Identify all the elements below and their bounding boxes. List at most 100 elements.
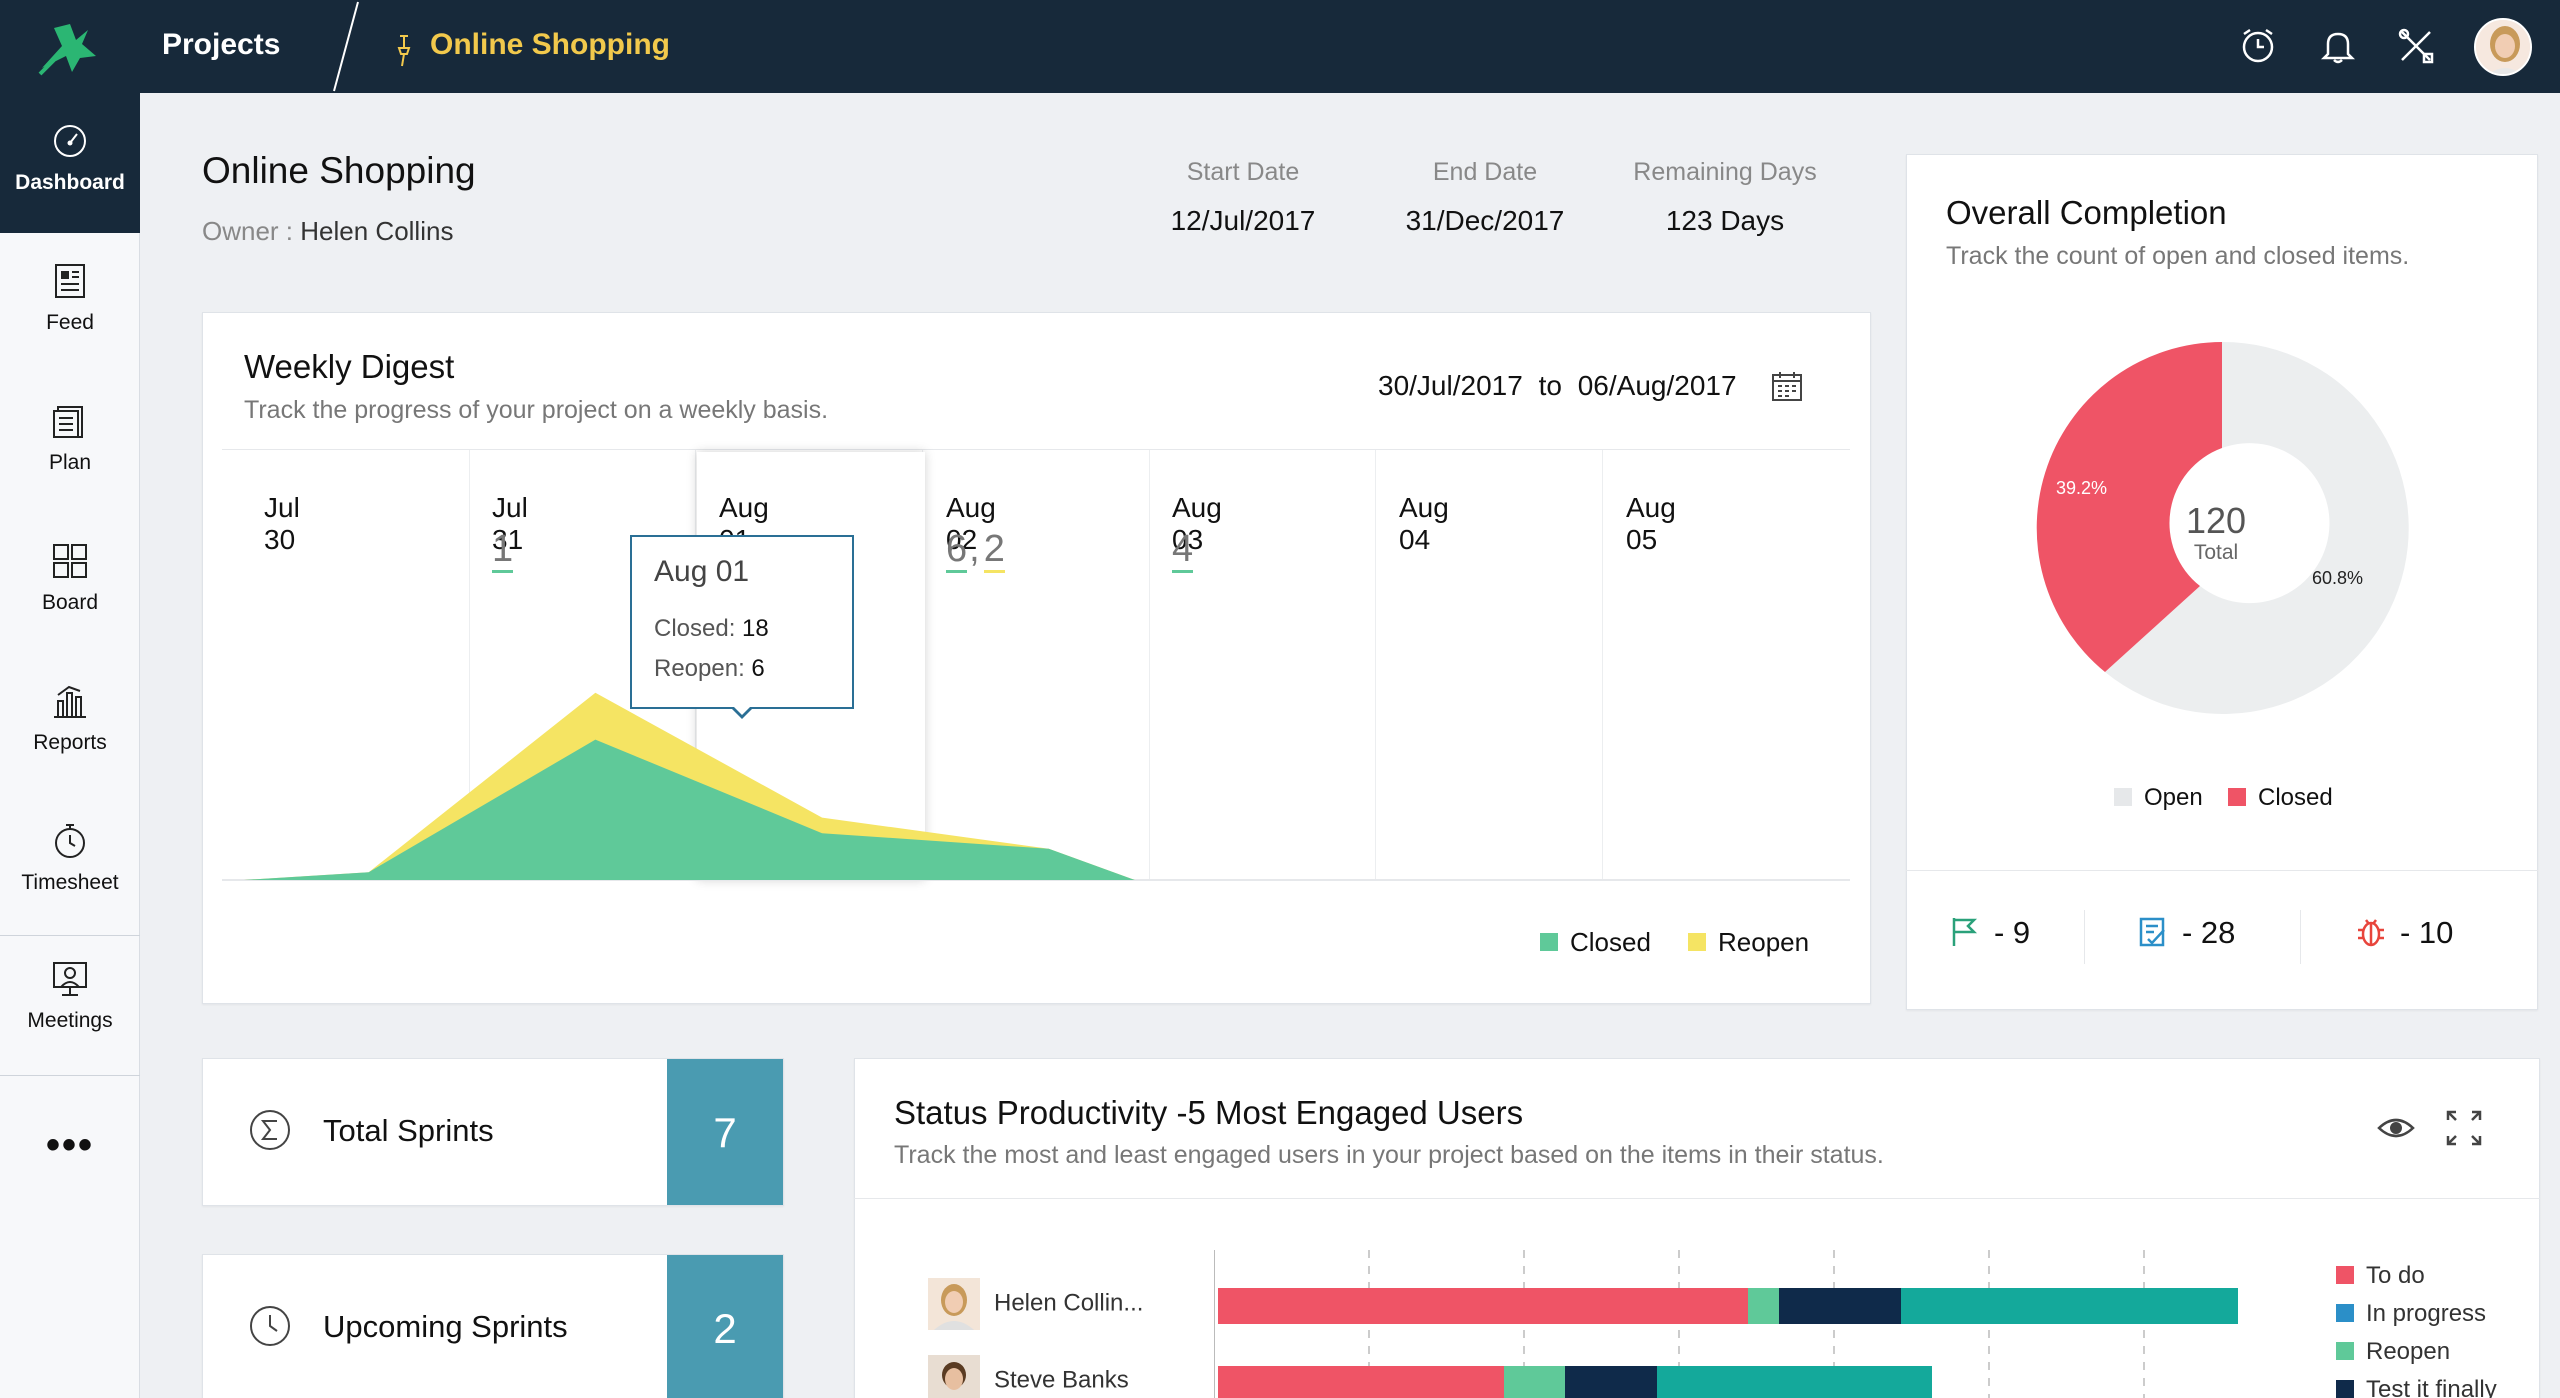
bar-segment[interactable]	[1748, 1288, 1779, 1324]
end-date-label: End Date	[1432, 158, 1538, 186]
weekly-area-chart	[222, 692, 1850, 881]
legend-label: Closed	[1570, 927, 1651, 957]
total-sprints-card[interactable]: Total Sprints 7	[202, 1058, 784, 1206]
sidebar-item-timesheet[interactable]: Timesheet	[0, 793, 140, 933]
range-end: 06/Aug/2017	[1577, 370, 1737, 401]
day-label: Aug 02	[946, 492, 996, 555]
closed-count[interactable]: 1	[492, 528, 514, 573]
open-percent: 60.8%	[2312, 568, 2364, 588]
bar-segment[interactable]	[1656, 1366, 1932, 1398]
legend-label: To do	[2366, 1262, 2425, 1289]
day-label: Aug 04	[1399, 492, 1449, 555]
day-column[interactable]	[1377, 450, 1603, 880]
divider	[222, 449, 1850, 450]
tooltip-closed: Closed: 18	[654, 615, 769, 643]
expand-icon[interactable]	[2444, 1108, 2484, 1148]
bar-segment[interactable]	[1779, 1288, 1902, 1324]
pin-icon[interactable]	[392, 32, 416, 68]
reopen-count[interactable]: 2	[983, 528, 1005, 573]
breadcrumb-divider	[333, 1, 359, 92]
closed-count[interactable]: 4	[1172, 528, 1194, 573]
upcoming-sprints-value: 2	[713, 1305, 737, 1352]
day-column[interactable]	[1150, 450, 1376, 880]
bar-segment[interactable]	[1564, 1366, 1657, 1398]
sidebar-item-dashboard[interactable]: Dashboard	[0, 93, 140, 233]
upcoming-sprints-card[interactable]: Upcoming Sprints 2	[202, 1254, 784, 1398]
legend-test-it-finally[interactable]: Test it finally	[2336, 1376, 2497, 1398]
overall-completion-card	[1906, 154, 2538, 1010]
legend-reopen[interactable]: Reopen	[1688, 927, 1809, 958]
user-avatar[interactable]	[2474, 18, 2532, 76]
flag-icon	[1952, 917, 1978, 946]
timer-icon[interactable]	[2238, 26, 2278, 66]
sidebar-item-meetings[interactable]: Meetings	[0, 931, 140, 1071]
legend-swatch-in-progress	[2336, 1303, 2354, 1322]
legend-label: Reopen	[2366, 1338, 2451, 1365]
milestones-count: - 9	[1994, 915, 2031, 950]
divider	[1906, 870, 2538, 871]
day-column[interactable]	[924, 450, 1150, 880]
remaining-days-label: Remaining Days	[1633, 158, 1817, 186]
tooltip-arrow-inner	[733, 706, 751, 715]
user-row[interactable]: Steve Banks	[928, 1355, 1129, 1398]
donut-slice-open[interactable]	[2105, 341, 2409, 714]
projects-link[interactable]: Projects	[162, 28, 281, 61]
date-range[interactable]: 30/Jul/2017 to 06/Aug/2017	[1378, 370, 1737, 402]
sidebar-item-label: Meetings	[27, 1009, 113, 1032]
bar-segment[interactable]	[1218, 1366, 1504, 1398]
bugs-count: - 10	[2400, 915, 2454, 950]
current-project-title[interactable]: Online Shopping	[430, 28, 670, 61]
milestones-stat[interactable]: - 9	[1950, 915, 2030, 951]
sidebar-item-reports[interactable]: Reports	[0, 653, 140, 793]
more-menu-button[interactable]: •••	[46, 1123, 95, 1167]
tooltip-reopen-label: Reopen:	[654, 655, 745, 682]
tools-icon[interactable]	[2396, 26, 2436, 66]
legend-todo[interactable]: To do	[2336, 1262, 2425, 1290]
calendar-icon[interactable]	[1771, 370, 1803, 402]
sidebar-item-board[interactable]: Board	[0, 513, 140, 653]
sidebar-item-label: Dashboard	[15, 171, 125, 194]
upcoming-sprints-label: Upcoming Sprints	[323, 1309, 568, 1344]
bar-segment[interactable]	[1503, 1366, 1565, 1398]
legend-closed[interactable]: Closed	[1540, 927, 1651, 958]
legend-reopen[interactable]: Reopen	[2336, 1338, 2450, 1366]
legend-in-progress[interactable]: In progress	[2336, 1300, 2486, 1328]
sidebar-item-plan[interactable]: Plan	[0, 373, 140, 513]
bell-icon[interactable]	[2318, 26, 2358, 66]
project-owner: Owner : Helen Collins	[202, 216, 453, 247]
legend-closed-donut[interactable]: Closed	[2228, 784, 2333, 812]
overall-completion-subtitle: Track the count of open and closed items…	[1946, 242, 2410, 270]
app-logo-icon[interactable]	[32, 16, 104, 80]
day-column[interactable]	[244, 450, 470, 880]
tooltip-closed-value: 18	[742, 615, 769, 642]
user-row[interactable]: Helen Collin...	[928, 1278, 1143, 1330]
eye-icon[interactable]	[2376, 1108, 2416, 1148]
tasks-stat[interactable]: - 28	[2138, 915, 2235, 951]
donut-slice-closed[interactable]	[2036, 342, 2222, 672]
meetings-icon	[53, 962, 87, 996]
day-count[interactable]: 6, 2	[946, 528, 1005, 573]
bar-segment[interactable]	[1901, 1288, 2238, 1324]
bar-segment[interactable]	[1218, 1288, 1749, 1324]
legend-label: In progress	[2366, 1300, 2487, 1327]
timesheet-icon	[55, 824, 85, 858]
closed-count[interactable]: 6	[946, 528, 968, 573]
range-to: to	[1538, 370, 1562, 401]
day-count[interactable]: 4	[1172, 528, 1194, 573]
day-count[interactable]: 1	[492, 528, 514, 573]
legend-open[interactable]: Open	[2114, 784, 2203, 812]
closed-area[interactable]	[244, 739, 1135, 880]
remaining-days: Remaining Days 123 Days	[1620, 158, 1830, 237]
legend-swatch-todo	[2336, 1265, 2354, 1284]
feed-icon	[55, 264, 85, 298]
legend-label: Open	[2144, 784, 2203, 811]
chart-tooltip: Aug 01 Closed: 18 Reopen: 6	[630, 535, 854, 709]
day-label: Jul 30	[264, 492, 300, 555]
legend-swatch-closed	[2228, 787, 2246, 806]
sidebar-item-feed[interactable]: Feed	[0, 233, 140, 373]
board-icon	[53, 544, 87, 578]
bugs-stat[interactable]: - 10	[2356, 915, 2453, 951]
legend-swatch-closed	[1540, 933, 1558, 952]
closed-percent: 39.2%	[2056, 478, 2108, 498]
range-start: 30/Jul/2017	[1378, 370, 1523, 401]
